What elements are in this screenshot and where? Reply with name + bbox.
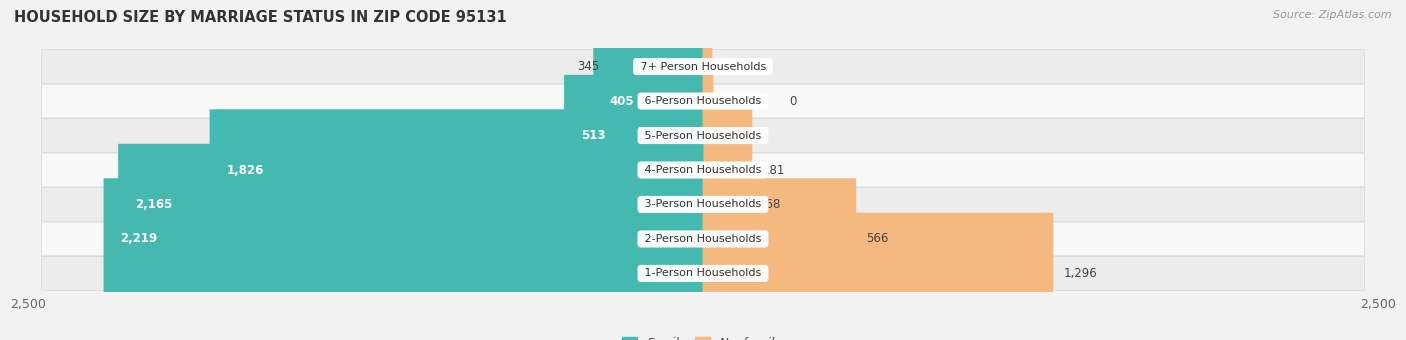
Text: 5-Person Households: 5-Person Households: [641, 131, 765, 140]
Text: 3-Person Households: 3-Person Households: [641, 200, 765, 209]
FancyBboxPatch shape: [703, 178, 856, 300]
FancyBboxPatch shape: [42, 153, 1364, 187]
Text: 33: 33: [723, 60, 738, 73]
FancyBboxPatch shape: [42, 50, 1364, 83]
Text: 1,296: 1,296: [1064, 267, 1098, 280]
Text: 4-Person Households: 4-Person Households: [641, 165, 765, 175]
Text: 405: 405: [610, 95, 634, 107]
FancyBboxPatch shape: [609, 6, 703, 127]
FancyBboxPatch shape: [703, 109, 752, 231]
FancyBboxPatch shape: [703, 6, 713, 127]
FancyBboxPatch shape: [564, 75, 703, 196]
FancyBboxPatch shape: [703, 75, 713, 196]
FancyBboxPatch shape: [42, 257, 1364, 290]
Legend: Family, Nonfamily: Family, Nonfamily: [617, 332, 789, 340]
Text: 1-Person Households: 1-Person Households: [641, 269, 765, 278]
Text: 513: 513: [581, 129, 605, 142]
Text: 345: 345: [576, 60, 599, 73]
Text: 2,165: 2,165: [135, 198, 172, 211]
Text: Source: ZipAtlas.com: Source: ZipAtlas.com: [1274, 10, 1392, 20]
FancyBboxPatch shape: [209, 109, 703, 231]
Text: 2-Person Households: 2-Person Households: [641, 234, 765, 244]
FancyBboxPatch shape: [703, 144, 749, 265]
FancyBboxPatch shape: [703, 213, 1053, 334]
FancyBboxPatch shape: [104, 178, 703, 300]
FancyBboxPatch shape: [42, 119, 1364, 152]
Text: HOUSEHOLD SIZE BY MARRIAGE STATUS IN ZIP CODE 95131: HOUSEHOLD SIZE BY MARRIAGE STATUS IN ZIP…: [14, 10, 506, 25]
Text: 6-Person Households: 6-Person Households: [641, 96, 765, 106]
FancyBboxPatch shape: [42, 222, 1364, 256]
Text: 181: 181: [762, 164, 785, 176]
Text: 0: 0: [789, 95, 797, 107]
Text: 2,219: 2,219: [120, 233, 157, 245]
Text: 37: 37: [724, 129, 738, 142]
Text: 168: 168: [759, 198, 782, 211]
FancyBboxPatch shape: [118, 144, 703, 265]
Text: 1,826: 1,826: [226, 164, 264, 176]
FancyBboxPatch shape: [593, 40, 703, 162]
Text: 566: 566: [866, 233, 889, 245]
FancyBboxPatch shape: [42, 84, 1364, 118]
Text: 7+ Person Households: 7+ Person Households: [637, 62, 769, 71]
FancyBboxPatch shape: [42, 188, 1364, 221]
